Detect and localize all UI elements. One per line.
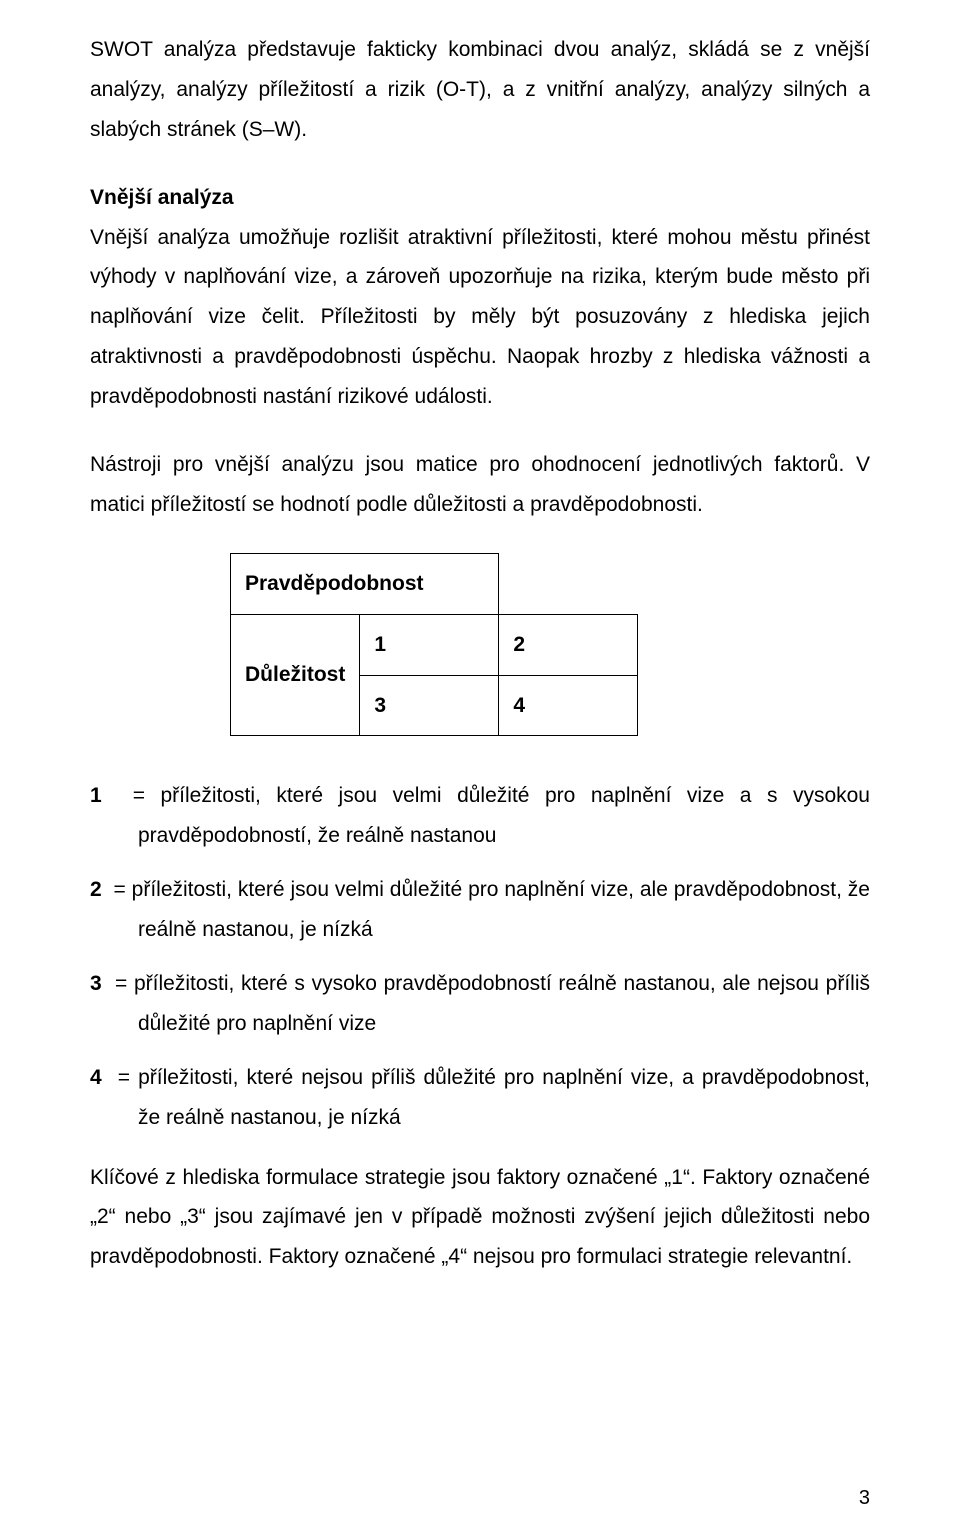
- closing-paragraph: Klíčové z hlediska formulace strategie j…: [90, 1158, 870, 1278]
- matrix-container: Pravděpodobnost Důležitost 1 2 3 4: [230, 553, 870, 737]
- matrix-cell-2: 2: [499, 614, 638, 675]
- definition-item: 3 = příležitosti, které s vysoko pravděp…: [90, 964, 870, 1044]
- definition-number: 1: [90, 784, 102, 807]
- definition-number: 2: [90, 878, 102, 901]
- matrix-cell-4: 4: [499, 675, 638, 736]
- definitions-list: 1 = příležitosti, které jsou velmi důlež…: [90, 776, 870, 1137]
- external-analysis-paragraph: Vnější analýza Vnější analýza umožňuje r…: [90, 178, 870, 417]
- matrix-col-header: Pravděpodobnost: [231, 553, 499, 614]
- para2-text: Vnější analýza umožňuje rozlišit atrakti…: [90, 226, 870, 409]
- definition-item: 2 = příležitosti, které jsou velmi důlež…: [90, 870, 870, 950]
- priority-matrix-table: Pravděpodobnost Důležitost 1 2 3 4: [230, 553, 638, 737]
- section-heading: Vnější analýza: [90, 186, 234, 209]
- document-page: SWOT analýza představuje fakticky kombin…: [0, 0, 960, 1537]
- definition-text: = příležitosti, které nejsou příliš důle…: [118, 1066, 870, 1129]
- matrix-cell-1: 1: [360, 614, 499, 675]
- definition-number: 4: [90, 1066, 102, 1089]
- definition-text: = příležitosti, které s vysoko pravděpod…: [115, 972, 870, 1035]
- definition-number: 3: [90, 972, 102, 995]
- tools-paragraph: Nástroji pro vnější analýzu jsou matice …: [90, 445, 870, 525]
- intro-paragraph: SWOT analýza představuje fakticky kombin…: [90, 30, 870, 150]
- matrix-row-label: Důležitost: [231, 614, 360, 736]
- definition-text: = příležitosti, které jsou velmi důležit…: [113, 878, 870, 941]
- page-number: 3: [859, 1479, 870, 1517]
- definition-text: = příležitosti, které jsou velmi důležit…: [133, 784, 870, 847]
- definition-item: 4 = příležitosti, které nejsou příliš dů…: [90, 1058, 870, 1138]
- matrix-cell-3: 3: [360, 675, 499, 736]
- definition-item: 1 = příležitosti, které jsou velmi důlež…: [90, 776, 870, 856]
